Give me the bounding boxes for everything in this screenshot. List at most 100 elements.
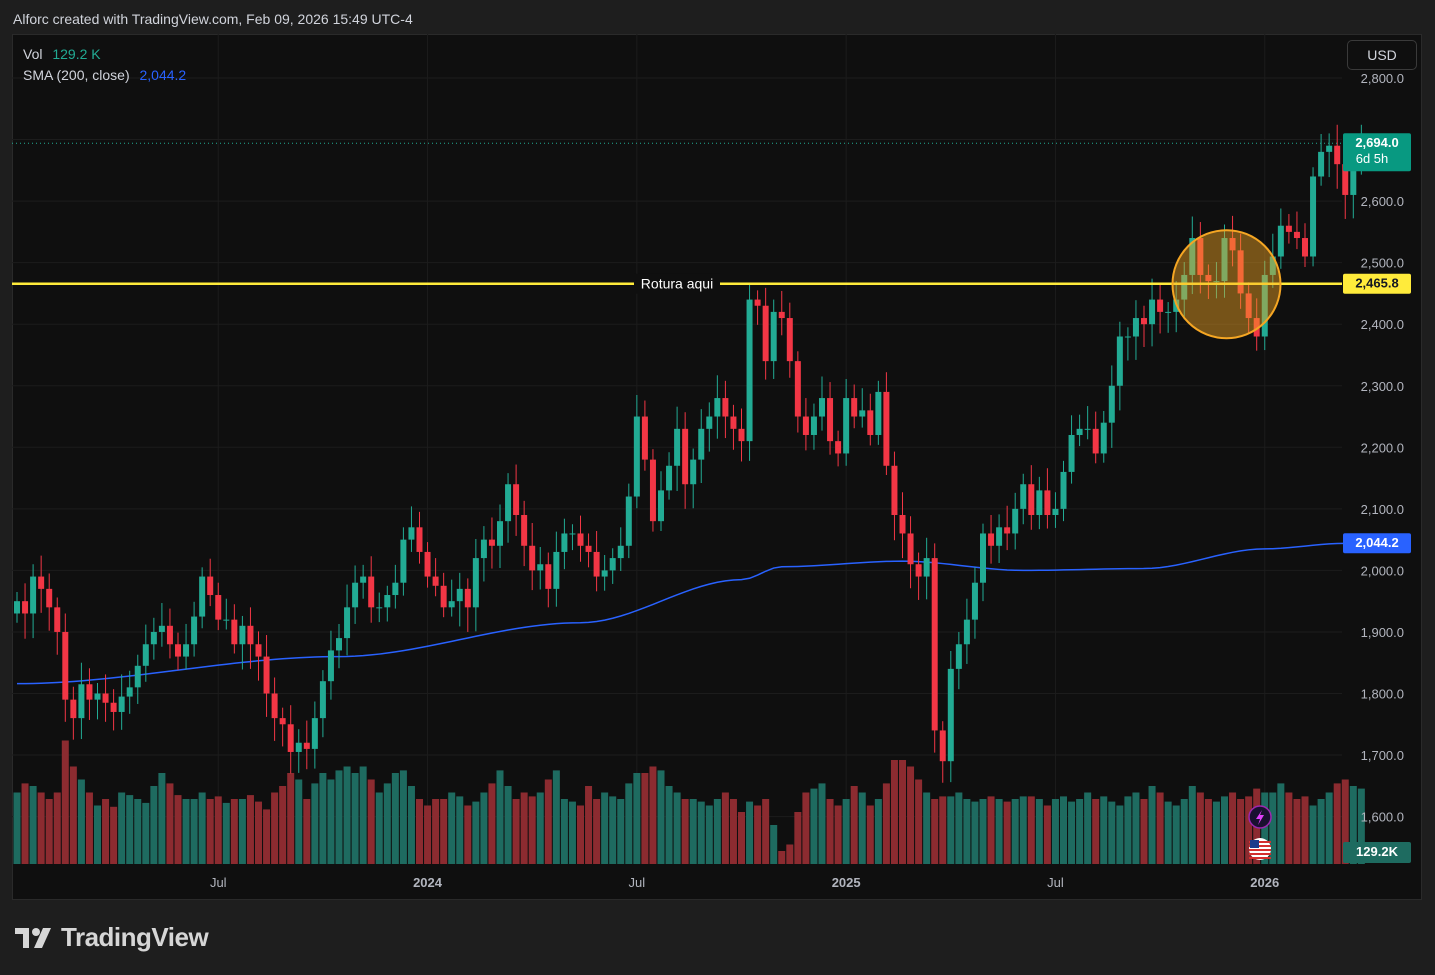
volume-bar bbox=[713, 799, 721, 864]
volume-bar bbox=[230, 799, 238, 864]
volume-bar bbox=[1148, 786, 1156, 864]
x-tick-label: 2024 bbox=[413, 875, 443, 890]
volume-bar bbox=[1269, 792, 1277, 864]
candle-body bbox=[303, 742, 310, 749]
x-tick-label: Jul bbox=[1047, 875, 1064, 890]
candle-body bbox=[738, 428, 745, 442]
volume-bar bbox=[1196, 792, 1204, 864]
volume-bar bbox=[1003, 801, 1011, 864]
volume-bar bbox=[53, 792, 61, 864]
volume-bar bbox=[979, 799, 987, 864]
volume-bar bbox=[681, 799, 689, 864]
candle-body bbox=[392, 582, 399, 596]
tradingview-logo[interactable]: TradingView bbox=[15, 922, 209, 953]
candle-body bbox=[448, 601, 455, 608]
candle-body bbox=[247, 625, 254, 645]
last-price-label-countdown: 6d 5h bbox=[1356, 151, 1389, 166]
volume-bar bbox=[536, 792, 544, 864]
sma-price-label-bg bbox=[1343, 533, 1411, 554]
annotation-bg bbox=[634, 273, 720, 294]
price-chart[interactable]: Rotura aqui 1,600.0 1,700.0 1,800.0 1,900.0… bbox=[12, 34, 1422, 900]
volume-bar bbox=[407, 786, 415, 864]
candle-body bbox=[166, 625, 173, 645]
volume-bar bbox=[1325, 792, 1333, 864]
candle-body bbox=[1108, 385, 1115, 423]
candle-body bbox=[70, 699, 77, 719]
candle-body bbox=[295, 742, 302, 752]
volume-price-label-bg bbox=[1343, 842, 1411, 863]
candle-body bbox=[1350, 151, 1357, 195]
volume-bar bbox=[1011, 799, 1019, 864]
volume-bar bbox=[311, 783, 319, 864]
volume-bar bbox=[182, 799, 190, 864]
volume-bar bbox=[1188, 786, 1196, 864]
volume-bar bbox=[1068, 801, 1076, 864]
candle-body bbox=[150, 631, 157, 645]
volume-bar bbox=[1108, 801, 1116, 864]
candle-body bbox=[1326, 145, 1333, 152]
volume-bar bbox=[858, 792, 866, 864]
candle-body bbox=[1020, 484, 1027, 509]
candle-body bbox=[1028, 484, 1035, 516]
candle-body bbox=[1092, 428, 1099, 454]
candle-body bbox=[561, 533, 568, 552]
volume-bar bbox=[488, 783, 496, 864]
candle-body bbox=[1221, 238, 1228, 282]
volume-bar bbox=[778, 851, 786, 864]
candle-body bbox=[585, 545, 592, 552]
candle-body bbox=[617, 545, 624, 559]
candle-body bbox=[319, 681, 326, 719]
candle-body bbox=[400, 539, 407, 583]
volume-bar bbox=[786, 844, 794, 864]
volume-bar bbox=[1285, 792, 1293, 864]
y-tick-label: 1,600.0 bbox=[1361, 810, 1404, 825]
volume-bar bbox=[770, 825, 778, 864]
volume-bar bbox=[69, 766, 77, 864]
volume-legend[interactable]: Vol 129.2 K bbox=[23, 44, 186, 65]
flag-stripe bbox=[1249, 849, 1271, 851]
volume-bar bbox=[383, 783, 391, 864]
volume-bar bbox=[738, 812, 745, 864]
currency-button[interactable]: USD bbox=[1347, 40, 1417, 70]
candle-body bbox=[279, 718, 286, 725]
volume-bar bbox=[343, 766, 351, 864]
volume-bar bbox=[85, 792, 93, 864]
lightning-icon[interactable] bbox=[1248, 805, 1272, 829]
volume-bar bbox=[166, 783, 174, 864]
candle-body bbox=[851, 398, 858, 417]
candle-body bbox=[569, 533, 576, 535]
candle-body bbox=[859, 410, 866, 417]
volume-bar bbox=[94, 805, 101, 864]
volume-bar bbox=[440, 799, 448, 864]
volume-bar bbox=[158, 773, 166, 864]
volume-bar bbox=[1180, 799, 1188, 864]
y-tick-label: 2,300.0 bbox=[1361, 379, 1404, 394]
volume-bar bbox=[351, 773, 359, 864]
volume-bar bbox=[110, 806, 118, 864]
candle-body bbox=[368, 576, 375, 608]
volume-bar bbox=[665, 786, 673, 864]
us-flag-icon[interactable] bbox=[1249, 838, 1271, 860]
lightning-icon-bolt bbox=[1256, 810, 1264, 825]
candle-body bbox=[158, 625, 165, 632]
volume-bar bbox=[102, 799, 110, 864]
volume-bar bbox=[1317, 799, 1325, 864]
volume-bar bbox=[1051, 799, 1059, 864]
candle-body bbox=[939, 730, 946, 762]
candle-body bbox=[553, 551, 560, 589]
candle-body bbox=[14, 601, 20, 614]
y-tick-label: 1,700.0 bbox=[1361, 748, 1404, 763]
candle-body bbox=[802, 416, 809, 435]
volume-bar bbox=[21, 783, 29, 864]
volume-bar bbox=[190, 799, 198, 864]
candle-body bbox=[287, 724, 294, 752]
volume-bar bbox=[1035, 799, 1043, 864]
candle-body bbox=[424, 551, 431, 577]
volume-bar bbox=[496, 770, 504, 864]
candle-body bbox=[690, 459, 697, 485]
volume-bar bbox=[609, 796, 617, 864]
sma-legend[interactable]: SMA (200, close) 2,044.2 bbox=[23, 65, 186, 86]
brand-name: TradingView bbox=[61, 922, 209, 952]
volume-bar bbox=[633, 773, 641, 864]
volume-legend-label: Vol bbox=[23, 46, 43, 62]
